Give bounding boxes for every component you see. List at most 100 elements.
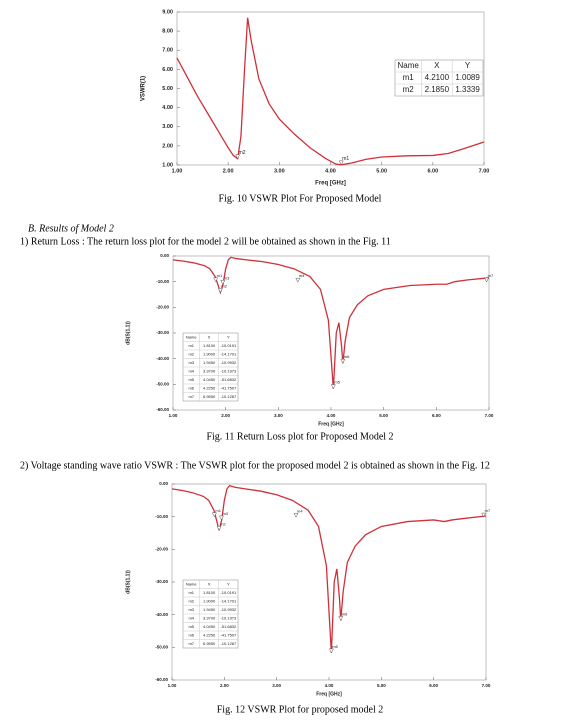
marker <box>216 526 222 531</box>
marker-label: m2 <box>239 150 246 156</box>
table-cell: -51.6832 <box>220 624 237 629</box>
x-tick-label: 5.00 <box>377 683 386 688</box>
table-cell: 1.9450 <box>203 607 216 612</box>
marker <box>220 279 226 285</box>
x-tick-label: 5.00 <box>376 168 387 174</box>
y-tick-label: -30.00 <box>156 330 169 335</box>
marker <box>211 512 217 518</box>
data-line <box>171 484 487 653</box>
table-cell: 3.3700 <box>203 368 216 373</box>
x-tick-label: 4.00 <box>325 168 336 174</box>
table-cell: m7 <box>188 394 194 399</box>
y-tick-label: 0.00 <box>160 253 169 258</box>
y-tick-label: -10.00 <box>155 514 168 519</box>
x-axis-label: Freq [GHz] <box>318 421 344 427</box>
table-cell: -14.1701 <box>220 598 237 603</box>
table-cell: m6 <box>188 385 194 390</box>
table-cell: -41.7507 <box>220 632 237 637</box>
table-cell: m3 <box>188 360 194 365</box>
table-header: X <box>208 581 211 586</box>
table-header: X <box>434 61 440 70</box>
marker-label: m2 <box>221 283 227 288</box>
marker-label: m5 <box>334 380 340 385</box>
x-tick-label: 3.00 <box>274 168 285 174</box>
table-cell: 4.2100 <box>425 73 450 82</box>
x-tick-label: 1.00 <box>168 683 177 688</box>
y-tick-label: 4.00 <box>162 105 173 111</box>
table-cell: -10.0191 <box>220 590 237 595</box>
table-cell: m7 <box>188 641 194 646</box>
table-cell: m3 <box>188 607 194 612</box>
marker-label: m4 <box>299 273 305 278</box>
marker-label: m7 <box>485 508 491 513</box>
table-cell: -10.9932 <box>220 360 237 365</box>
marker <box>295 277 301 283</box>
marker <box>338 160 344 166</box>
table-header: Name <box>186 581 197 586</box>
y-tick-label: -10.00 <box>156 279 169 284</box>
y-tick-label: -40.00 <box>155 612 168 617</box>
table-cell: 4.2250 <box>203 632 216 637</box>
marker-label: m6 <box>342 611 348 616</box>
y-tick-label: 1.00 <box>162 162 173 168</box>
x-tick-label: 7.00 <box>482 683 491 688</box>
table-header: X <box>208 334 211 339</box>
table-cell: m1 <box>188 343 194 348</box>
y-tick-label: -50.00 <box>155 645 168 650</box>
marker-label: m3 <box>222 511 228 516</box>
x-tick-label: 6.00 <box>427 168 438 174</box>
y-tick-label: 2.00 <box>162 143 173 149</box>
x-tick-label: 4.00 <box>327 413 336 418</box>
table-header: Name <box>186 334 197 339</box>
y-tick-label: 9.00 <box>162 9 173 15</box>
marker <box>293 513 299 518</box>
marker-label: m4 <box>297 508 303 513</box>
figure-caption: Fig. 12 VSWR Plot for proposed model 2 <box>217 704 383 715</box>
x-tick-label: 1.00 <box>169 413 178 418</box>
y-tick-label: 6.00 <box>162 67 173 73</box>
table-cell: -10.1287 <box>220 641 237 646</box>
section-heading: B. Results of Model 2 <box>28 223 114 234</box>
marker <box>219 515 224 521</box>
y-tick-label: -60.00 <box>155 677 168 682</box>
x-tick-label: 2.00 <box>221 413 230 418</box>
y-tick-label: -20.00 <box>155 547 168 552</box>
marker <box>484 277 490 283</box>
table-cell: 6.9550 <box>203 394 216 399</box>
table-cell: -41.7507 <box>220 385 237 390</box>
x-tick-label: 7.00 <box>479 168 490 174</box>
table-cell: 4.0450 <box>203 377 216 382</box>
table-cell: 1.8100 <box>203 590 216 595</box>
table-cell: -51.6832 <box>220 377 237 382</box>
table-cell: 1.9000 <box>203 598 216 603</box>
x-tick-label: 4.00 <box>325 683 334 688</box>
marker-label: m5 <box>332 644 338 649</box>
table-header: Y <box>227 334 230 339</box>
paragraph: 2) Voltage standing wave ratio VSWR : Th… <box>20 460 490 471</box>
marker-label: m2 <box>220 521 226 526</box>
table-cell: -10.1973 <box>220 615 237 620</box>
x-axis-label: Freq [GHz] <box>316 691 342 697</box>
x-tick-label: 6.00 <box>432 413 441 418</box>
data-line <box>176 17 485 166</box>
y-tick-label: -20.00 <box>156 305 169 310</box>
paragraph: 1) Return Loss : The return loss plot fo… <box>20 236 391 247</box>
y-tick-label: -60.00 <box>156 407 169 412</box>
marker <box>235 154 241 160</box>
table-cell: -10.0191 <box>220 343 237 348</box>
table-cell: m1 <box>188 590 194 595</box>
table-cell: m6 <box>188 632 194 637</box>
table-cell: m5 <box>188 377 194 382</box>
marker-label: m6 <box>344 354 350 359</box>
y-tick-label: -50.00 <box>156 382 169 387</box>
data-line <box>172 256 490 389</box>
table-cell: m1 <box>403 73 415 82</box>
y-tick-label: -40.00 <box>156 356 169 361</box>
marker <box>217 288 223 293</box>
marker <box>338 616 344 621</box>
table-cell: m4 <box>188 368 194 373</box>
marker-table <box>394 59 484 97</box>
table-header: Y <box>465 61 471 70</box>
